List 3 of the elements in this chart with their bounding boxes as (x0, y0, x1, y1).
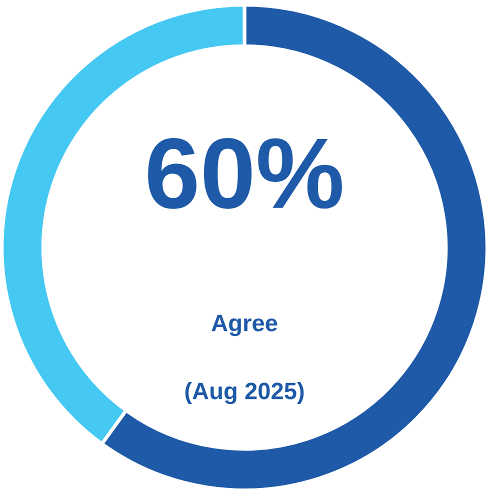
text: 60% (148, 138, 342, 209)
text: (Aug 2025) (185, 382, 304, 404)
text: Agree (212, 314, 278, 336)
